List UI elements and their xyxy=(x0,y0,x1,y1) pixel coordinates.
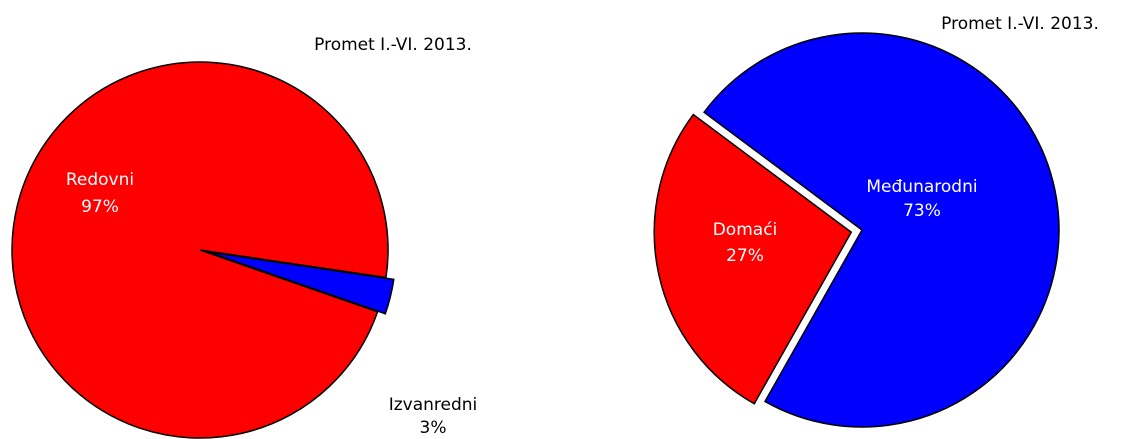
pie-slice xyxy=(653,113,853,405)
slice-label: Izvanredni xyxy=(389,395,478,415)
slice-value-label: 3% xyxy=(420,418,447,438)
slice-value-label: 97% xyxy=(81,197,119,217)
chart-title: Promet I.-VI. 2013. xyxy=(941,14,1099,34)
slice-value-label: 27% xyxy=(726,246,764,266)
pie-slice xyxy=(207,251,395,315)
pie-slice xyxy=(11,61,389,439)
slice-label: Domaći xyxy=(713,220,778,240)
pie-slice xyxy=(702,32,1060,428)
slice-label: Međunarodni xyxy=(866,177,977,197)
slice-label: Redovni xyxy=(66,170,134,190)
slice-value-label: 73% xyxy=(903,201,941,221)
chart-title: Promet I.-VI. 2013. xyxy=(314,35,472,55)
